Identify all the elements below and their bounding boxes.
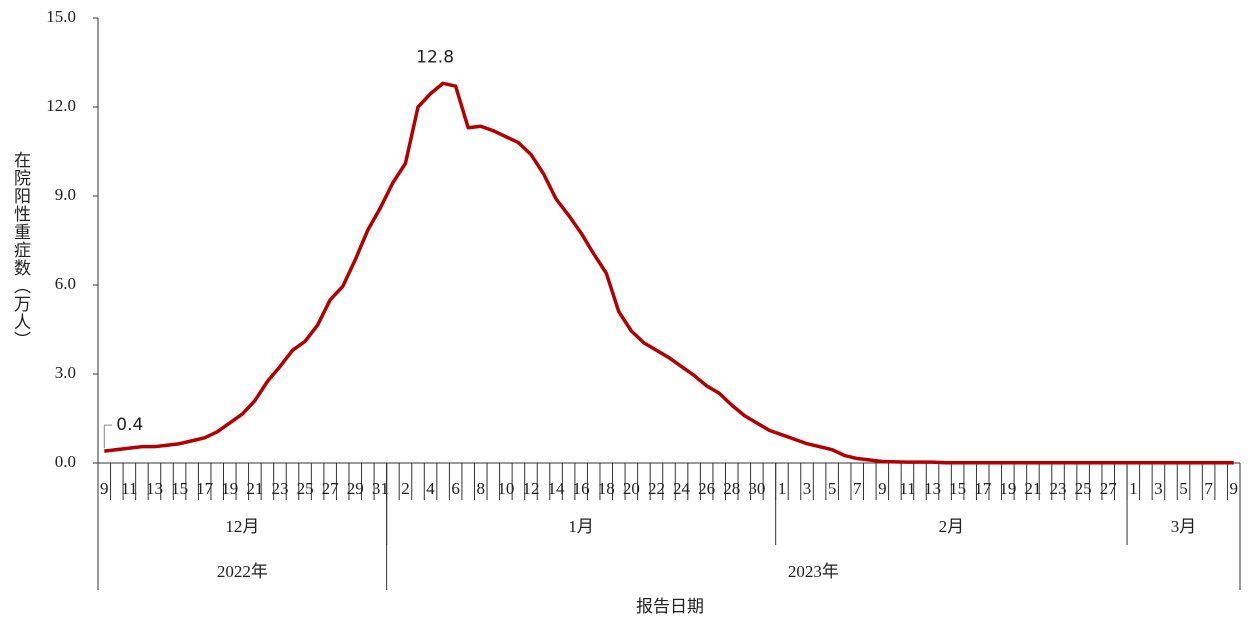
months-label: 2月 <box>939 517 965 536</box>
x-tick-label: 19 <box>221 479 238 498</box>
months-label: 3月 <box>1171 517 1197 536</box>
y-axis-title: 在院阳性重症数（万人） <box>10 151 31 349</box>
x-tick-label: 17 <box>196 479 214 498</box>
x-tick-label: 7 <box>1204 479 1213 498</box>
y-tick-label: 15.0 <box>46 7 76 26</box>
x-tick-label: 29 <box>347 479 364 498</box>
x-tick-label: 9 <box>1229 479 1238 498</box>
y-tick-label: 3.0 <box>55 363 76 382</box>
y-tick-label: 0.0 <box>55 452 76 471</box>
y-tick-label: 9.0 <box>55 185 76 204</box>
x-tick-label: 5 <box>828 479 837 498</box>
x-tick-label: 3 <box>1154 479 1163 498</box>
x-axis-title: 报告日期 <box>636 597 704 617</box>
years-label: 2023年 <box>788 562 839 581</box>
data-label: 0.4 <box>116 415 143 435</box>
label-leader <box>103 424 113 449</box>
x-tick-label: 21 <box>246 479 263 498</box>
x-tick-label: 10 <box>497 479 514 498</box>
x-tick-label: 2 <box>401 479 410 498</box>
x-tick-label: 16 <box>573 479 590 498</box>
x-tick-label: 9 <box>100 479 109 498</box>
x-tick-label: 1 <box>1129 479 1138 498</box>
x-tick-label: 8 <box>477 479 486 498</box>
x-tick-label: 23 <box>1050 479 1067 498</box>
x-tick-label: 13 <box>146 479 163 498</box>
x-tick-label: 18 <box>598 479 615 498</box>
x-tick-label: 11 <box>121 479 137 498</box>
line <box>104 81 1234 465</box>
months-label: 12月 <box>225 517 259 536</box>
x-tick-label: 12 <box>522 479 539 498</box>
x-tick-label: 25 <box>297 479 314 498</box>
y-tick-label: 6.0 <box>55 274 76 293</box>
x-tick-label: 15 <box>171 479 188 498</box>
x-tick-label: 23 <box>271 479 288 498</box>
x-tick-label: 9 <box>878 479 887 498</box>
data-label: 12.8 <box>416 47 454 67</box>
x-tick-label: 31 <box>372 479 389 498</box>
x-tick-label: 7 <box>853 479 862 498</box>
x-tick-label: 13 <box>924 479 941 498</box>
x-tick-label: 26 <box>698 479 715 498</box>
x-tick-label: 30 <box>748 479 765 498</box>
x-tick-label: 28 <box>723 479 740 498</box>
x-tick-label: 11 <box>899 479 915 498</box>
y-tick-label: 12.0 <box>46 96 76 115</box>
x-tick-label: 24 <box>673 479 691 498</box>
x-tick-label: 22 <box>648 479 665 498</box>
x-tick-label: 21 <box>1024 479 1041 498</box>
x-tick-label: 4 <box>426 479 435 498</box>
x-tick-label: 3 <box>803 479 812 498</box>
x-tick-label: 27 <box>322 479 340 498</box>
x-tick-label: 14 <box>548 479 566 498</box>
years-label: 2022年 <box>217 562 268 581</box>
x-tick-label: 19 <box>999 479 1016 498</box>
x-tick-label: 17 <box>974 479 992 498</box>
x-tick-label: 15 <box>949 479 966 498</box>
x-tick-label: 27 <box>1100 479 1118 498</box>
x-tick-label: 25 <box>1075 479 1092 498</box>
x-tick-label: 6 <box>451 479 460 498</box>
x-tick-label: 5 <box>1179 479 1188 498</box>
months-label: 1月 <box>568 517 594 536</box>
x-tick-label: 20 <box>623 479 640 498</box>
x-tick-label: 1 <box>778 479 787 498</box>
